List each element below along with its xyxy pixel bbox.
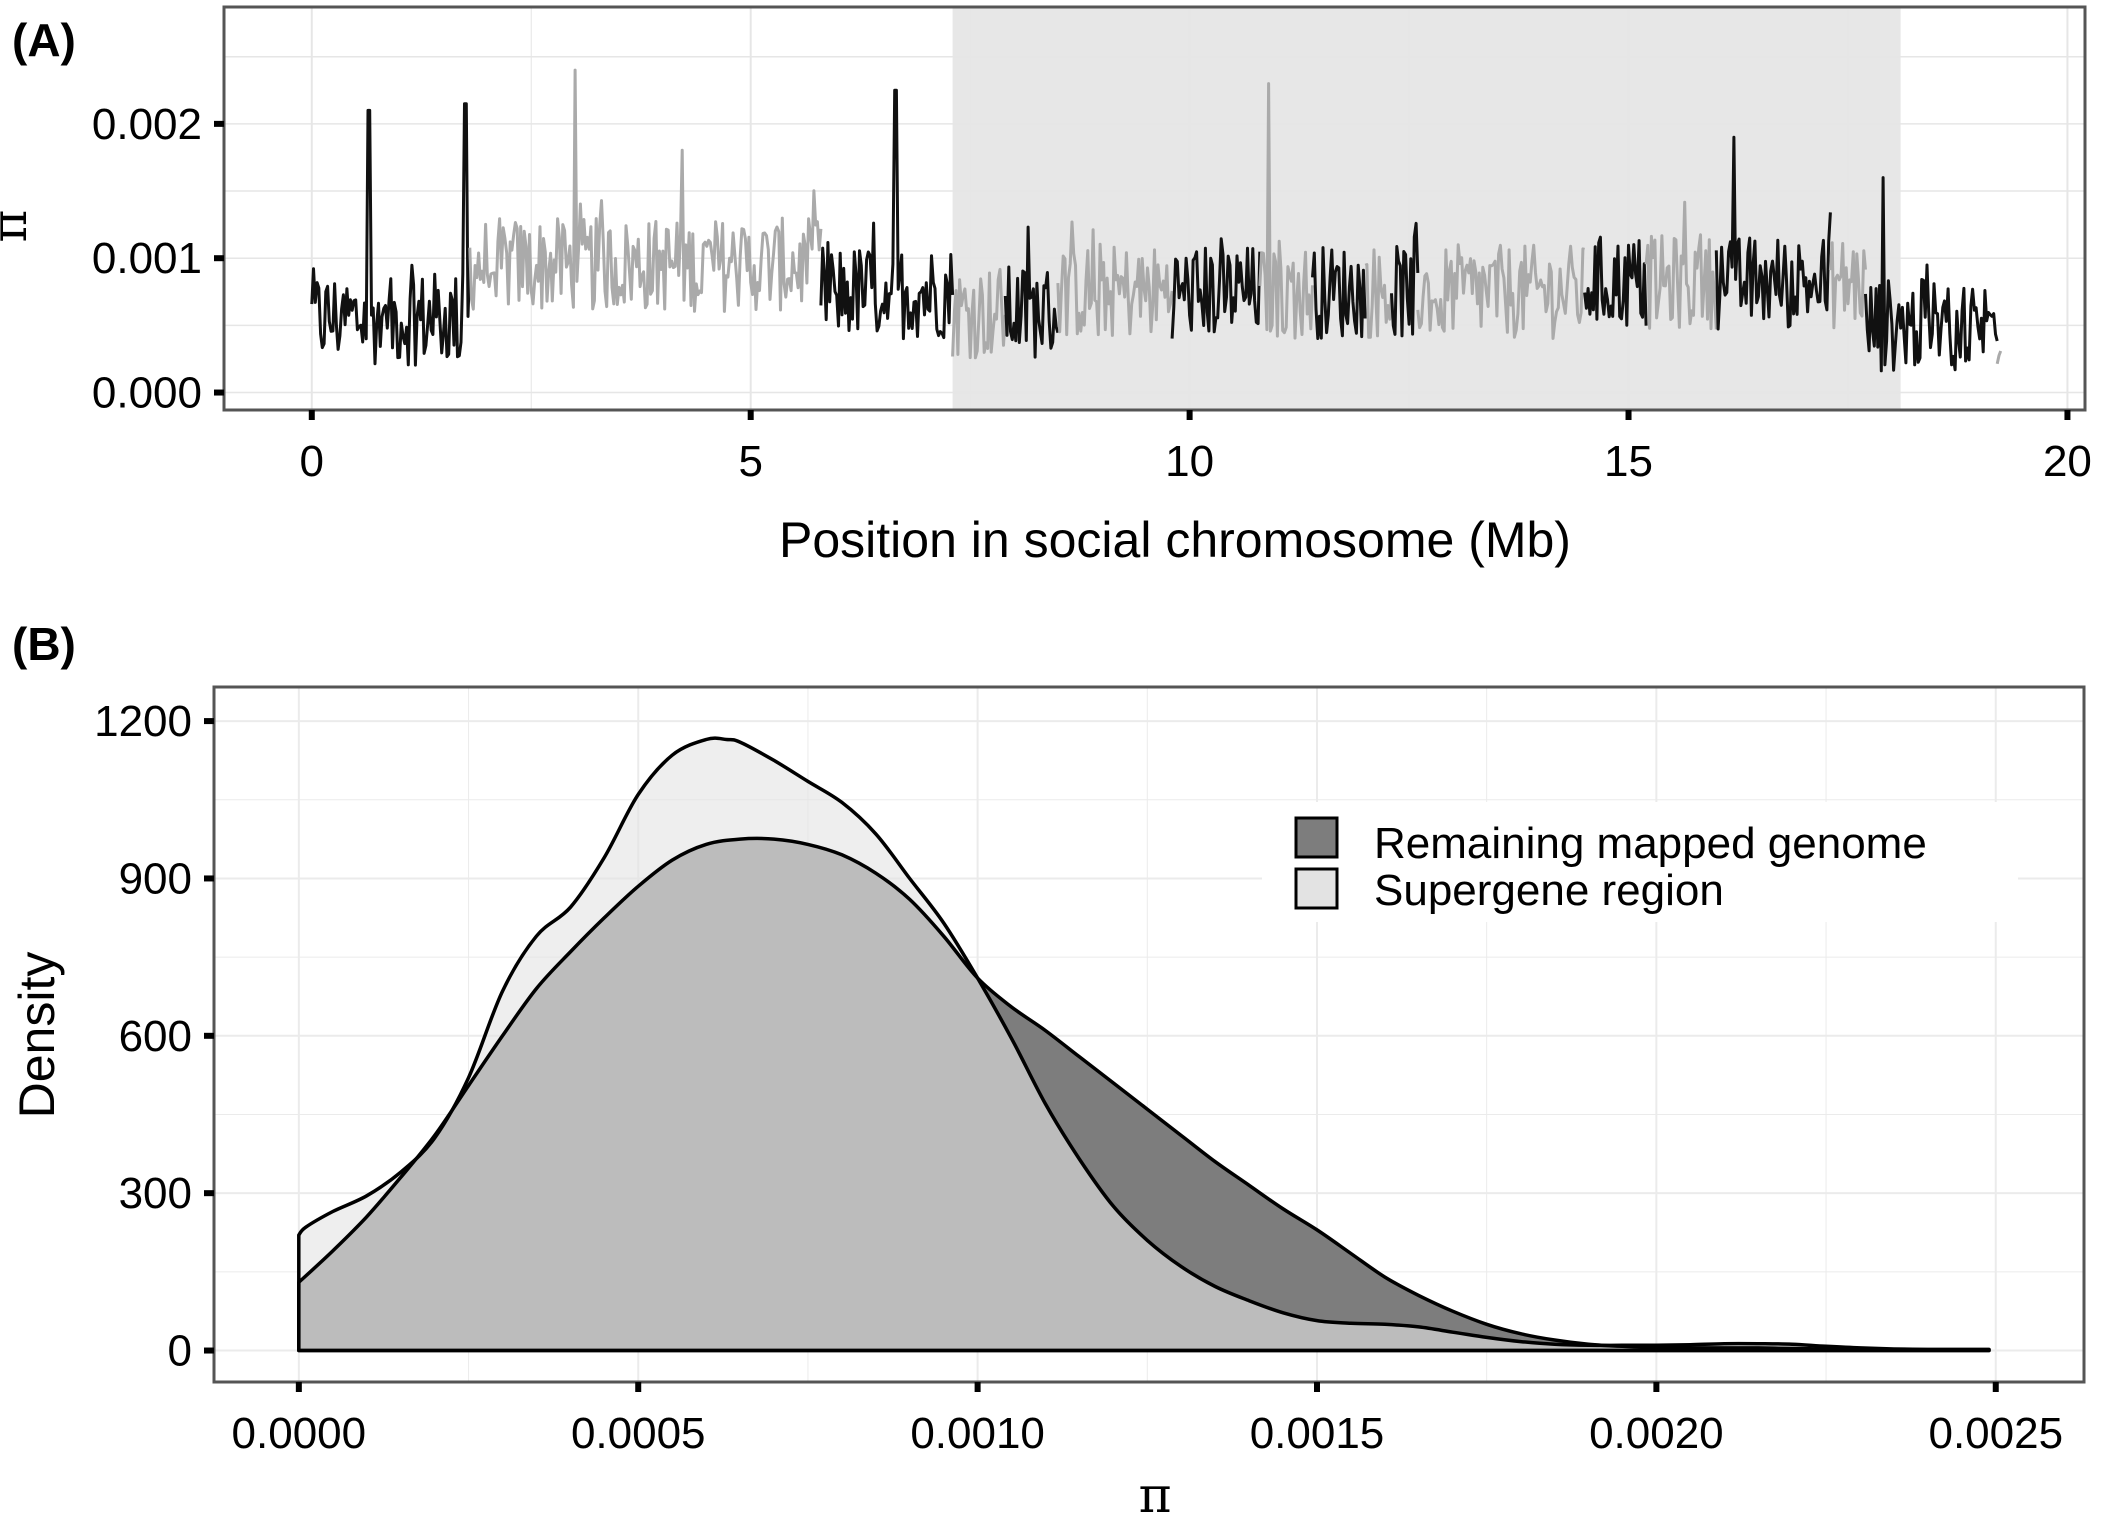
x-tick-label: 15	[1604, 437, 1653, 486]
pi-line-segment	[468, 68, 823, 313]
supergene-highlight-region	[952, 7, 1901, 410]
x-tick-label: 0.0005	[571, 1409, 706, 1458]
pi-line-segment	[1644, 200, 1718, 331]
pi-line-segment	[951, 267, 1007, 360]
panel-a: (A) 0.000 0.001 0.002 0 5 10 15 20 Position in…	[0, 5, 2092, 568]
x-tick-label: 10	[1165, 437, 1214, 486]
x-tick-label: 0.0020	[1589, 1409, 1724, 1458]
x-tick-label: 0.0010	[910, 1409, 1045, 1458]
panel-a-x-axis-title: Position in social chromosome (Mb)	[779, 512, 1571, 568]
pi-line-segment	[1583, 235, 1648, 327]
panel-a-y-axis: 0.000 0.001 0.002	[92, 100, 224, 418]
pi-line-segment	[1864, 176, 1999, 373]
legend-label-remaining-genome: Remaining mapped genome	[1374, 819, 1927, 868]
pi-line-segment	[1311, 246, 1367, 340]
panel-b-x-axis: 0.0000 0.0005 0.0010 0.0015 0.0020 0.0025	[232, 1382, 2063, 1458]
pi-line-segment	[1390, 221, 1420, 338]
pi-line-segment	[1364, 248, 1393, 339]
pi-line-segment	[1056, 220, 1174, 337]
y-tick-label: 900	[119, 854, 192, 903]
pi-line-segment	[819, 88, 955, 341]
pi-line-segment	[1714, 135, 1832, 331]
pi-line-segment	[1995, 350, 2003, 365]
pi-line-series	[310, 68, 2003, 373]
panel-a-border	[222, 5, 2087, 412]
pi-line-segment	[1828, 241, 1867, 330]
pi-line-segment	[1170, 237, 1262, 339]
panel-a-label: (A)	[12, 14, 76, 66]
y-tick-label: 0.002	[92, 100, 202, 149]
pi-line-segment	[1416, 243, 1585, 340]
panel-a-x-axis: 0 5 10 15 20	[300, 410, 2092, 486]
y-tick-label: 300	[119, 1169, 192, 1218]
panel-a-y-axis-title: π	[0, 210, 38, 243]
x-tick-label: 0.0015	[1250, 1409, 1385, 1458]
legend-background	[1262, 802, 2018, 922]
x-tick-label: 0.0025	[1928, 1409, 2063, 1458]
y-tick-label: 1200	[94, 697, 192, 746]
density-outline-remaining-genome	[297, 836, 1991, 1353]
density-areas	[297, 736, 1991, 1353]
panel-b-y-axis: 0 300 600 900 1200	[94, 697, 214, 1376]
legend-key-remaining-genome	[1294, 816, 1339, 859]
panel-b-y-axis-title: Density	[9, 952, 65, 1119]
legend-key-supergene-region	[1294, 867, 1339, 910]
y-tick-label: 0.000	[92, 369, 202, 418]
x-tick-label: 0	[300, 437, 324, 486]
panel-b-x-axis-title: π	[1139, 1466, 1172, 1515]
legend: Remaining mapped genome Supergene region	[1262, 802, 2018, 922]
pi-line-segment	[1258, 82, 1314, 340]
x-tick-label: 5	[738, 437, 762, 486]
y-tick-label: 0.001	[92, 234, 202, 283]
legend-label-supergene-region: Supergene region	[1374, 866, 1724, 915]
density-area-supergene-region	[298, 738, 1989, 1351]
y-tick-label: 0	[168, 1327, 192, 1376]
y-tick-label: 600	[119, 1012, 192, 1061]
x-tick-label: 20	[2043, 437, 2092, 486]
panel-b-label: (B)	[12, 618, 76, 670]
pi-line-segment	[1003, 225, 1060, 359]
x-tick-label: 0.0000	[232, 1409, 367, 1458]
pi-line-segment	[310, 102, 472, 367]
panel-a-grid	[224, 7, 2085, 410]
density-outline-supergene-region	[297, 736, 1991, 1353]
